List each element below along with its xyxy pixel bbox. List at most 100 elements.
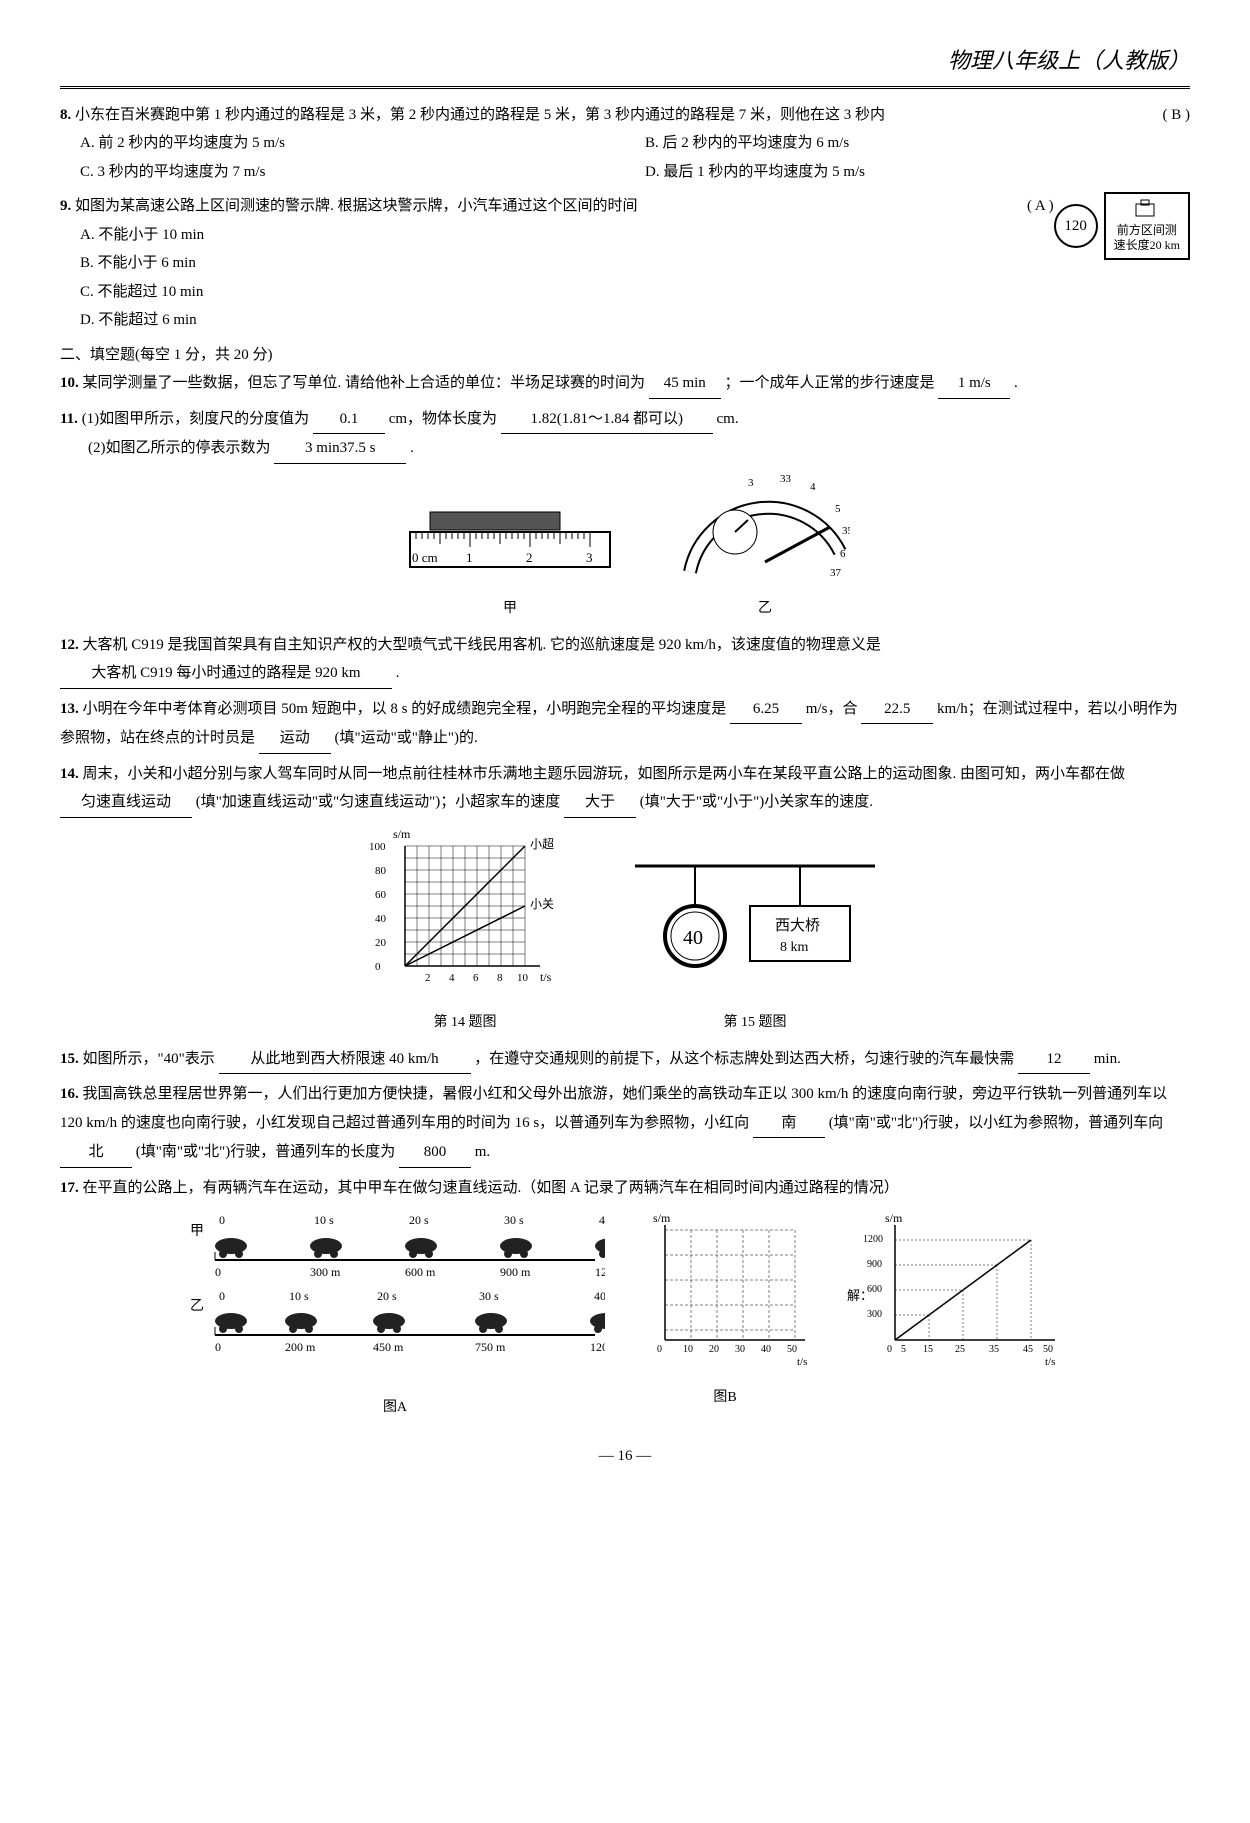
question-13: 13. 小明在今年中考体育必测项目 50m 短跑中，以 8 s 的好成绩跑完全程… — [60, 695, 1190, 754]
question-12: 12. 大客机 C919 是我国首架具有自主知识产权的大型喷气式干线民用客机. … — [60, 631, 1190, 689]
q8-text: 小东在百米赛跑中第 1 秒内通过的路程是 3 米，第 2 秒内通过的路程是 5 … — [75, 107, 885, 123]
q16-text2: (填"南"或"北")行驶，以小红为参照物，普通列车向 — [829, 1115, 1164, 1131]
svg-text:1: 1 — [466, 550, 473, 565]
q9-answer: ( A ) — [1027, 192, 1054, 221]
svg-text:1200: 1200 — [863, 1234, 883, 1245]
svg-text:6: 6 — [473, 972, 479, 984]
q11-p1-text1: (1)如图甲所示，刻度尺的分度值为 — [82, 411, 310, 427]
svg-text:30 s: 30 s — [479, 1289, 499, 1303]
svg-text:t/s: t/s — [540, 970, 552, 984]
q15-caption: 第 15 题图 — [625, 1010, 885, 1037]
q9-choice-b: B. 不能小于 6 min — [60, 249, 1190, 278]
svg-text:2: 2 — [526, 550, 533, 565]
svg-text:300: 300 — [867, 1309, 882, 1320]
q10-blank2: 1 m/s — [938, 369, 1010, 399]
q9-choice-d: D. 不能超过 6 min — [60, 306, 1190, 335]
q11-caption-jia: 甲 — [400, 596, 620, 623]
svg-text:8 km: 8 km — [780, 940, 809, 955]
svg-text:100: 100 — [369, 841, 386, 853]
svg-text:乙: 乙 — [190, 1298, 204, 1314]
svg-text:80: 80 — [375, 865, 387, 877]
svg-text:20: 20 — [709, 1344, 719, 1355]
svg-text:1200 m: 1200 m — [595, 1265, 605, 1279]
svg-text:0 cm: 0 cm — [412, 550, 438, 565]
q14-chart-svg: s/m 小超 小关 0 20 40 60 80 100 2 4 6 8 10 t… — [365, 826, 565, 996]
q11-stopwatch-figure: 3 33 4 5 35 6 37 乙 — [680, 472, 850, 623]
svg-text:4: 4 — [810, 481, 816, 493]
svg-text:3: 3 — [748, 477, 754, 489]
q10-blank1: 45 min — [649, 369, 721, 399]
q11-ruler-figure: 0 cm 1 2 3 甲 — [400, 502, 620, 623]
q11-p2-text2: . — [410, 440, 414, 456]
q15-blank2: 12 — [1018, 1045, 1090, 1075]
q17-figA-caption: 图A — [185, 1395, 605, 1422]
svg-text:2: 2 — [425, 972, 431, 984]
svg-text:10: 10 — [683, 1344, 693, 1355]
q9-num: 9. — [60, 198, 71, 214]
q11-p2-blank1: 3 min37.5 s — [274, 434, 406, 464]
svg-text:8: 8 — [497, 972, 503, 984]
page-number: — 16 — — [60, 1442, 1190, 1471]
svg-text:0: 0 — [887, 1344, 892, 1355]
q8-choice-d: D. 最后 1 秒内的平均速度为 5 m/s — [625, 158, 1190, 187]
q13-num: 13. — [60, 701, 79, 717]
svg-text:0: 0 — [219, 1213, 225, 1227]
q14-caption: 第 14 题图 — [365, 1010, 565, 1037]
svg-text:33: 33 — [780, 473, 792, 485]
svg-text:50: 50 — [1043, 1344, 1053, 1355]
q17-figSol: s/m 解： 1200 900 600 300 0 5 15 25 35 45 … — [845, 1210, 1065, 1381]
svg-text:600 m: 600 m — [405, 1265, 436, 1279]
svg-text:10 s: 10 s — [289, 1289, 309, 1303]
q17-text: 在平直的公路上，有两辆汽车在运动，其中甲车在做匀速直线运动.（如图 A 记录了两… — [83, 1180, 899, 1196]
question-9: 120 前方区间测 速长度20 km 9. 如图为某高速公路上区间测速的警示牌.… — [60, 192, 1190, 335]
q8-choice-a: A. 前 2 秒内的平均速度为 5 m/s — [60, 129, 625, 158]
q10-text3: . — [1014, 375, 1018, 391]
page-header: 物理八年级上（人教版） — [60, 40, 1190, 89]
svg-text:s/m: s/m — [653, 1211, 671, 1225]
svg-text:25: 25 — [955, 1344, 965, 1355]
q14-q15-figures: s/m 小超 小关 0 20 40 60 80 100 2 4 6 8 10 t… — [60, 826, 1190, 1037]
q16-blank3: 800 — [399, 1138, 471, 1168]
svg-text:0: 0 — [219, 1289, 225, 1303]
svg-text:600: 600 — [867, 1284, 882, 1295]
svg-text:40 s: 40 s — [594, 1289, 605, 1303]
svg-text:0: 0 — [215, 1265, 221, 1279]
svg-text:200 m: 200 m — [285, 1340, 316, 1354]
svg-text:20 s: 20 s — [409, 1213, 429, 1227]
q15-blank1: 从此地到西大桥限速 40 km/h — [219, 1045, 471, 1075]
q12-blank1: 大客机 C919 每小时通过的路程是 920 km — [60, 659, 392, 689]
svg-text:10: 10 — [517, 972, 529, 984]
q14-text1: 周末，小关和小超分别与家人驾车同时从同一地点前往桂林市乐满地主题乐园游玩，如图所… — [83, 766, 1126, 782]
q16-text4: m. — [475, 1144, 490, 1160]
q17-figSol-svg: s/m 解： 1200 900 600 300 0 5 15 25 35 45 … — [845, 1210, 1065, 1370]
svg-text:30 s: 30 s — [504, 1213, 524, 1227]
q9-sign-text2: 速长度20 km — [1114, 238, 1180, 252]
svg-text:15: 15 — [923, 1344, 933, 1355]
q11-p1-text2: cm，物体长度为 — [389, 411, 497, 427]
q17-figB: s/m 0 10 20 30 40 50 t/s 图B — [635, 1210, 815, 1411]
q17-figures: 甲 010 s20 s30 s40 s 0300 m600 m900 m1200… — [60, 1210, 1190, 1421]
q11-caption-yi: 乙 — [680, 596, 850, 623]
q13-text4: (填"运动"或"静止")的. — [335, 730, 478, 746]
q13-blank3: 运动 — [259, 724, 331, 754]
svg-text:4: 4 — [449, 972, 455, 984]
svg-text:t/s: t/s — [1045, 1356, 1055, 1368]
question-15: 15. 如图所示，"40"表示 从此地到西大桥限速 40 km/h ，在遵守交通… — [60, 1045, 1190, 1075]
q11-figures: 0 cm 1 2 3 甲 3 33 4 5 35 6 37 乙 — [60, 472, 1190, 623]
q16-num: 16. — [60, 1086, 79, 1102]
q11-p1-blank1: 0.1 — [313, 405, 385, 435]
svg-text:10 s: 10 s — [314, 1213, 334, 1227]
svg-text:0: 0 — [657, 1344, 662, 1355]
svg-text:50: 50 — [787, 1344, 797, 1355]
q12-text1: 大客机 C919 是我国首架具有自主知识产权的大型喷气式干线民用客机. 它的巡航… — [83, 637, 881, 653]
svg-text:5: 5 — [901, 1344, 906, 1355]
svg-text:60: 60 — [375, 889, 387, 901]
q13-text2: m/s，合 — [806, 701, 858, 717]
q13-blank1: 6.25 — [730, 695, 802, 725]
q17-figA: 甲 010 s20 s30 s40 s 0300 m600 m900 m1200… — [185, 1210, 605, 1421]
q14-blank1: 匀速直线运动 — [60, 788, 192, 818]
svg-text:40 s: 40 s — [599, 1213, 605, 1227]
question-11: 11. (1)如图甲所示，刻度尺的分度值为 0.1 cm，物体长度为 1.82(… — [60, 405, 1190, 464]
svg-text:45: 45 — [1023, 1344, 1033, 1355]
svg-text:0: 0 — [215, 1340, 221, 1354]
